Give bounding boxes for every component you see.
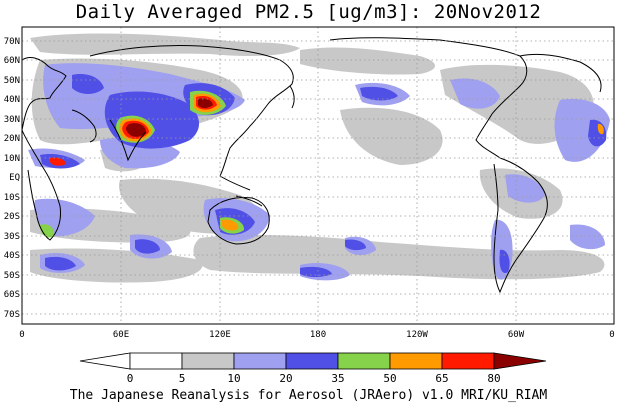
lat-label: 70S <box>4 310 20 320</box>
colorbar-segment <box>389 352 443 370</box>
lat-label: 40N <box>4 95 20 105</box>
colorbar-arrow-high <box>493 352 547 370</box>
colorbar-label: 50 <box>383 372 396 385</box>
colorbar-label: 10 <box>227 372 240 385</box>
colorbar-label: 0 <box>127 372 134 385</box>
colorbar-segment <box>337 352 391 370</box>
colorbar-label: 80 <box>487 372 500 385</box>
lat-label: 30S <box>4 232 20 242</box>
lat-label: 10N <box>4 154 20 164</box>
lat-label: 10S <box>4 193 20 203</box>
colorbar-segment <box>285 352 339 370</box>
map-panel <box>21 26 615 325</box>
colorbar: 0 5 10 20 35 50 65 80 <box>79 352 547 385</box>
coastlines <box>21 37 602 294</box>
colorbar-label: 5 <box>179 372 186 385</box>
lon-label: 120E <box>209 330 231 340</box>
lat-label: 40S <box>4 251 20 261</box>
lon-label: 0 <box>609 330 614 340</box>
lat-label: 70N <box>4 37 20 47</box>
lat-label: 60N <box>4 56 20 66</box>
lat-label: 20N <box>4 134 20 144</box>
lon-label: 0 <box>19 330 24 340</box>
lon-label: 60W <box>508 330 525 340</box>
colorbar-segment <box>441 352 495 370</box>
credit-line: The Japanese Reanalysis for Aerosol (JRA… <box>69 388 548 403</box>
lon-label: 60E <box>113 330 129 340</box>
lat-label: 50S <box>4 271 20 281</box>
gridlines <box>22 27 614 324</box>
lon-label: 120W <box>406 330 428 340</box>
colorbar-label: 65 <box>435 372 448 385</box>
latitude-axis: 70N 60N 50N 40N 30N 20N 10N EQ 10S 20S 3… <box>4 37 20 320</box>
colorbar-segment <box>129 352 183 370</box>
lat-label: 60S <box>4 290 20 300</box>
colorbar-segment <box>233 352 287 370</box>
lat-label: 20S <box>4 212 20 222</box>
lat-label: 50N <box>4 76 20 86</box>
colorbar-label: 35 <box>331 372 344 385</box>
lat-label: 30N <box>4 115 20 125</box>
colorbar-label: 20 <box>279 372 292 385</box>
colorbar-arrow-low <box>79 352 131 370</box>
lon-label: 180 <box>310 330 326 340</box>
lat-label: EQ <box>9 173 20 183</box>
colorbar-segment <box>181 352 235 370</box>
chart-title: Daily Averaged PM2.5 [ug/m3]: 20Nov2012 <box>75 1 542 23</box>
longitude-axis: 0 60E 120E 180 120W 60W 0 <box>19 330 614 340</box>
pm25-level-80-plus <box>126 98 213 137</box>
